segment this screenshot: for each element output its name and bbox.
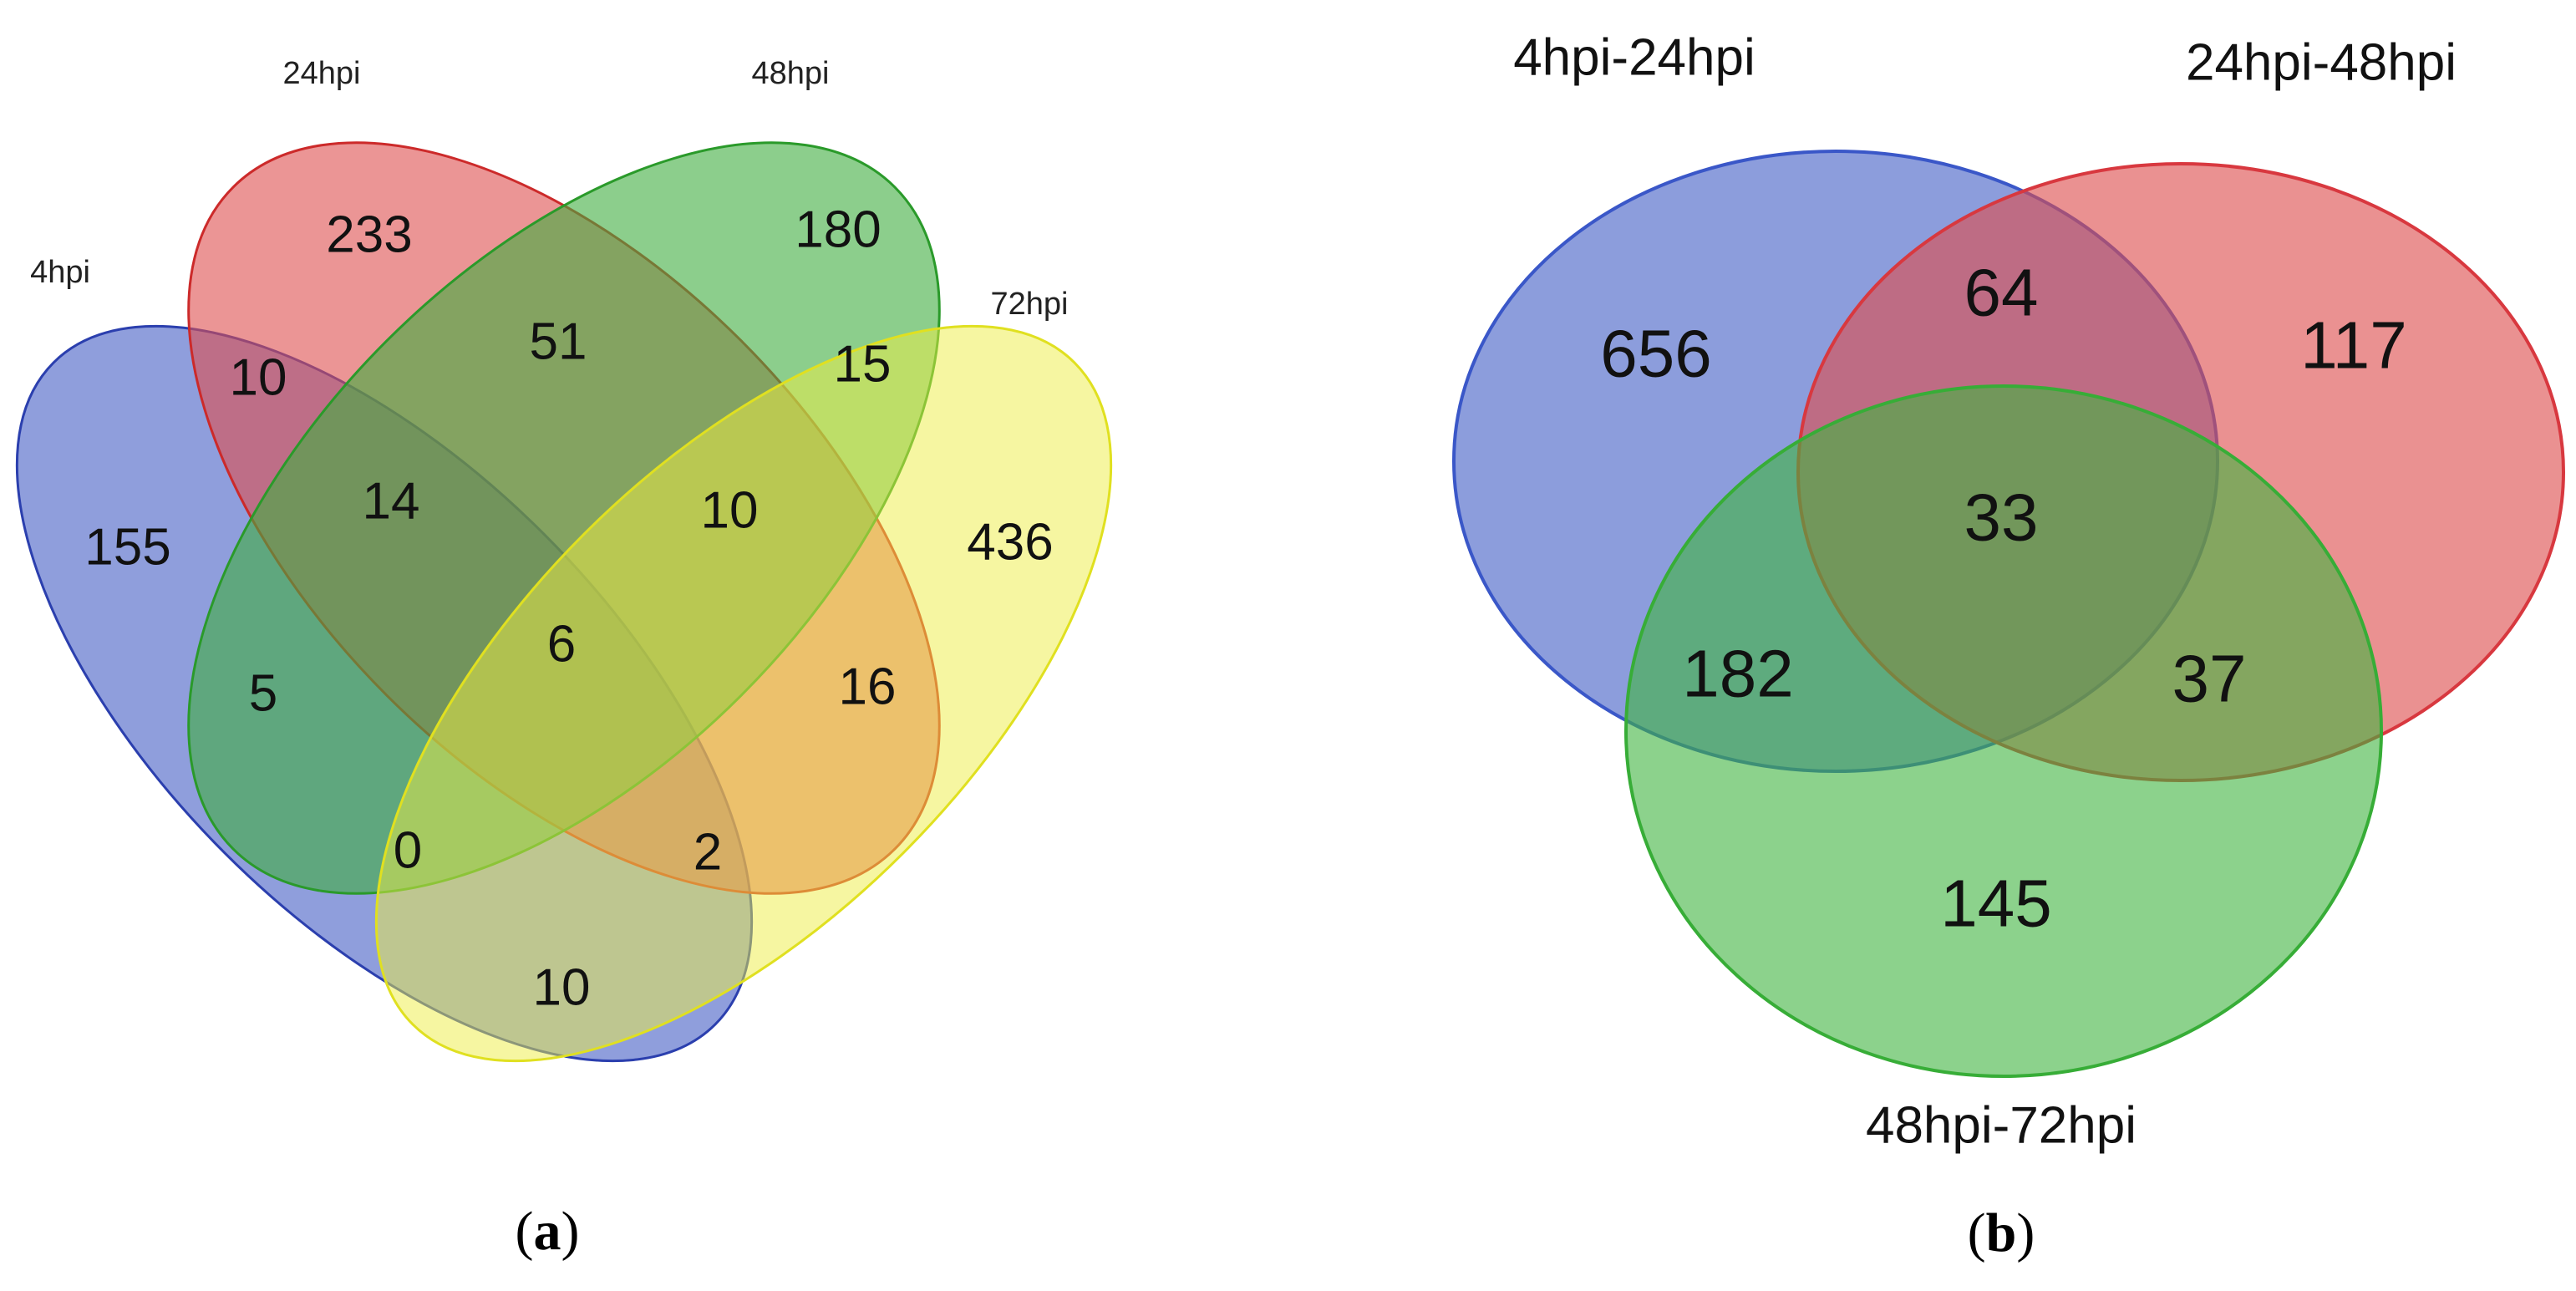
region-count-4-24-48: 14 <box>363 473 420 531</box>
venn-panel-a: 4hpi 24hpi 48hpi 72hpi 155 233 180 436 1… <box>15 56 1113 1262</box>
region-count-4-24-72: 2 <box>694 824 722 882</box>
venn-panel-b: 4hpi-24hpi 24hpi-48hpi 48hpi-72hpi 656 1… <box>1452 29 2565 1263</box>
set-label-4hpi-24hpi: 4hpi-24hpi <box>1513 29 1755 87</box>
set-ellipse-48hpi-72hpi <box>1624 384 2383 1078</box>
region-count-4-24: 10 <box>230 349 287 407</box>
region-count-24-48: 51 <box>530 313 587 371</box>
region-count-4-48: 5 <box>249 665 277 723</box>
region-count-24hpi-only: 233 <box>326 206 412 264</box>
region-count-48hpi-only: 180 <box>795 201 881 259</box>
set-label-48hpi: 48hpi <box>752 56 830 91</box>
region-count-set1-only: 656 <box>1600 317 1711 391</box>
panel-caption-b: (b) <box>1968 1202 2035 1263</box>
region-count-set1-set2: 64 <box>1964 256 2039 330</box>
region-count-24-48-72: 10 <box>701 482 759 540</box>
set-label-72hpi: 72hpi <box>991 287 1069 322</box>
region-count-4hpi-only: 155 <box>84 519 170 577</box>
set-ellipse-72hpi <box>374 324 1113 1063</box>
region-count-all-three: 33 <box>1964 480 2039 555</box>
region-count-4-72: 10 <box>533 959 591 1017</box>
region-count-set2-set3: 37 <box>2172 642 2247 716</box>
region-count-4-48-72: 0 <box>394 822 422 880</box>
region-count-72hpi-only: 436 <box>967 514 1053 572</box>
region-count-set3-only: 145 <box>1940 867 2051 941</box>
region-count-48-72: 15 <box>834 336 892 394</box>
set-label-24hpi-48hpi: 24hpi-48hpi <box>2186 34 2457 92</box>
set-label-4hpi: 4hpi <box>30 255 90 290</box>
region-count-24-72: 16 <box>839 658 897 716</box>
panel-caption-a: (a) <box>516 1201 580 1262</box>
set-label-48hpi-72hpi: 48hpi-72hpi <box>1866 1097 2137 1155</box>
set-label-24hpi: 24hpi <box>283 56 361 91</box>
region-count-set1-set3: 182 <box>1682 637 1793 711</box>
region-count-set2-only: 117 <box>2300 308 2407 383</box>
region-count-all-four: 6 <box>547 616 576 673</box>
